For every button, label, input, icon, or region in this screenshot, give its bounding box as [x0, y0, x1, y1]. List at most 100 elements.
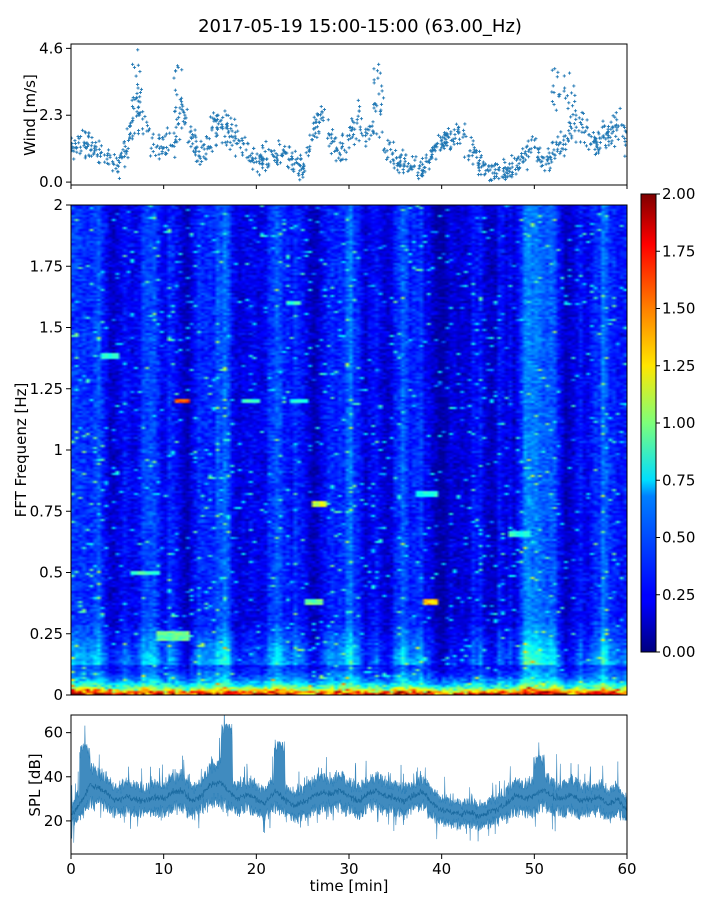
- wind-peak-point: [567, 71, 572, 75]
- spl-x-tick-label: 40: [432, 860, 451, 878]
- wind-point: [417, 166, 421, 171]
- wind-point: [397, 155, 401, 159]
- wind-point: [349, 136, 353, 140]
- wind-point: [445, 133, 449, 137]
- wind-point: [398, 159, 403, 163]
- wind-gust-point: [175, 93, 179, 97]
- wind-point: [581, 125, 585, 130]
- wind-point: [565, 136, 570, 140]
- wind-point: [72, 157, 76, 161]
- wind-point: [213, 118, 217, 122]
- wind-gust-point: [562, 74, 566, 78]
- wind-point: [587, 147, 591, 151]
- wind-point: [479, 165, 484, 169]
- wind-point: [335, 148, 339, 152]
- wind-point: [118, 160, 122, 165]
- wind-point: [430, 155, 434, 159]
- wind-point: [622, 124, 626, 128]
- wind-point: [111, 169, 115, 173]
- wind-point: [191, 142, 195, 146]
- wind-point: [298, 169, 302, 173]
- wind-point: [215, 125, 219, 130]
- wind-point: [174, 134, 178, 139]
- wind-point: [290, 157, 294, 161]
- wind-point: [610, 139, 614, 143]
- wind-point: [168, 131, 172, 135]
- wind-point: [180, 102, 184, 106]
- wind-gust-point: [130, 62, 135, 66]
- wind-point: [439, 148, 443, 152]
- wind-point: [82, 140, 86, 144]
- wind-point: [569, 115, 573, 119]
- wind-point: [276, 162, 280, 166]
- wind-y-tick-label: 0.0: [39, 173, 63, 191]
- wind-point: [147, 127, 152, 131]
- wind-point: [559, 150, 563, 154]
- wind-point: [535, 159, 539, 163]
- wind-point: [604, 137, 608, 141]
- wind-point: [401, 171, 406, 175]
- wind-point: [205, 147, 209, 151]
- spl-x-tick-label: 0: [66, 860, 76, 878]
- wind-point: [230, 122, 234, 127]
- wind-point: [80, 128, 85, 132]
- wind-point: [402, 164, 406, 168]
- wind-point: [517, 166, 521, 171]
- wind-point: [228, 140, 232, 144]
- wind-point: [293, 149, 297, 153]
- wind-point: [417, 177, 421, 181]
- wind-point: [406, 162, 411, 166]
- wind-point: [589, 135, 593, 139]
- wind-point: [540, 155, 544, 159]
- wind-point: [198, 162, 202, 166]
- wind-point: [288, 158, 292, 162]
- wind-point: [549, 158, 553, 162]
- wind-point: [539, 164, 543, 168]
- wind-point: [244, 148, 248, 152]
- wind-gust-point: [138, 69, 142, 74]
- wind-point: [198, 156, 202, 160]
- wind-gust-point: [554, 108, 558, 112]
- wind-point: [332, 139, 336, 144]
- wind-point: [121, 148, 125, 152]
- wind-point: [105, 153, 109, 158]
- wind-point: [490, 165, 494, 169]
- wind-point: [278, 142, 282, 147]
- wind-gust-point: [134, 74, 138, 78]
- wind-point: [215, 127, 220, 131]
- wind-point: [550, 160, 554, 164]
- wind-point: [110, 160, 115, 164]
- wind-point: [172, 131, 176, 135]
- wind-point: [553, 156, 557, 160]
- wind-point: [307, 149, 311, 154]
- wind-point: [383, 150, 387, 154]
- wind-point: [135, 95, 139, 100]
- wind-point: [257, 159, 261, 163]
- wind-point: [506, 171, 510, 176]
- wind-point: [574, 140, 578, 144]
- wind-point: [521, 156, 526, 160]
- wind-point: [394, 148, 398, 153]
- wind-point: [272, 149, 276, 153]
- wind-point: [160, 149, 164, 154]
- wind-point: [197, 149, 201, 154]
- colorbar: 0.00 0.25 0.50 0.75 1.00 1.25 1.50 1.75 2.00: [640, 185, 695, 661]
- wind-point: [529, 150, 533, 154]
- wind-point: [427, 159, 431, 163]
- wind-point: [388, 140, 392, 144]
- wind-point: [595, 140, 599, 144]
- wind-point: [422, 165, 426, 169]
- wind-point: [189, 129, 193, 133]
- wind-point: [523, 158, 527, 162]
- wind-point: [540, 159, 544, 163]
- wind-x-ticks: [70, 185, 628, 189]
- wind-point: [477, 149, 482, 154]
- wind-gust-point: [573, 99, 577, 104]
- wind-point: [243, 135, 247, 139]
- wind-panel: 0.0 2.3 4.6 Wind [m/s]: [21, 39, 628, 191]
- wind-point: [296, 156, 300, 160]
- wind-point: [470, 154, 474, 158]
- wind-point: [468, 149, 472, 153]
- wind-point: [178, 106, 182, 110]
- wind-point: [385, 149, 389, 153]
